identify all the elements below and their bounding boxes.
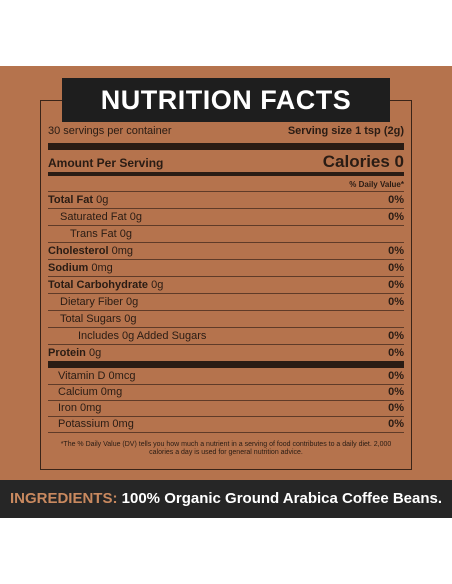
nutrient-row: Iron 0mg 0%	[48, 402, 404, 414]
nutrient-row: Includes 0g Added Sugars 0%	[48, 330, 404, 342]
divider	[48, 344, 404, 345]
divider	[48, 143, 404, 150]
divider	[48, 276, 404, 277]
nutrient-label: Includes 0g Added Sugars	[78, 330, 207, 342]
nutrient-row: Vitamin D 0mcg 0%	[48, 370, 404, 382]
divider	[48, 259, 404, 260]
divider	[48, 327, 404, 328]
nutrient-amount: 0g	[119, 228, 132, 240]
daily-value: 0%	[388, 262, 404, 274]
nutrient-amount: 0g	[129, 211, 142, 223]
label-panel: NUTRITION FACTS 30 servings per containe…	[0, 66, 452, 480]
nutrient-label: Potassium	[58, 418, 110, 430]
nutrient-label: Calcium	[58, 386, 98, 398]
nutrient-label: Sodium	[48, 262, 89, 274]
nutrient-label: Iron	[58, 402, 77, 414]
nutrient-label: Total Fat	[48, 194, 94, 206]
nutrient-label: Vitamin D	[58, 370, 106, 382]
daily-value: 0%	[388, 418, 404, 430]
nutrient-amount: 0mg	[112, 418, 134, 430]
divider	[48, 225, 404, 226]
nutrient-amount: 0g	[88, 347, 102, 359]
nutrient-row: Cholesterol 0mg 0%	[48, 245, 404, 257]
daily-value: 0%	[388, 279, 404, 291]
nutrient-row: Total Carbohydrate 0g 0%	[48, 279, 404, 291]
servings: 30 servings per container	[48, 125, 172, 137]
divider	[48, 384, 404, 385]
calorie-row: Amount Per Serving Calories 0	[48, 152, 404, 171]
nutrient-label: Trans Fat	[70, 228, 117, 240]
serving-size: Serving size 1 tsp (2g)	[287, 125, 404, 137]
nutrient-row: Potassium 0mg 0%	[48, 418, 404, 430]
daily-value: 0%	[388, 386, 404, 398]
daily-value: 0%	[388, 347, 404, 359]
daily-value: 0%	[388, 194, 404, 206]
divider	[48, 172, 404, 176]
amount-label: Amount Per Serving	[48, 156, 164, 170]
nutrient-label: Total Carbohydrate	[48, 279, 149, 291]
ingredients-text: 100% Organic Ground Arabica Coffee Beans…	[121, 490, 443, 507]
nutrient-label: Saturated Fat	[60, 211, 127, 223]
daily-value: 0%	[388, 211, 404, 223]
nutrient-amount: 0mg	[100, 386, 123, 398]
nutrient-row: Sodium 0mg 0%	[48, 262, 404, 274]
serving-row: 30 servings per container Serving size 1…	[48, 125, 404, 137]
daily-value: 0%	[388, 245, 404, 257]
divider	[48, 310, 404, 311]
dv-header: % Daily Value*	[349, 180, 404, 189]
nutrient-label: Protein	[48, 347, 86, 359]
nutrient-amount: 0g	[151, 279, 164, 291]
nutrient-amount: 0g	[96, 194, 109, 206]
footnote: *The % Daily Value (DV) tells you how mu…	[60, 441, 392, 456]
daily-value: 0%	[388, 296, 404, 308]
nutrient-row: Calcium 0mg 0%	[48, 386, 404, 398]
nutrient-row: Total Fat 0g 0%	[48, 194, 404, 206]
nutrient-row: Protein 0g 0%	[48, 347, 404, 359]
nutrient-amount: 0g	[124, 313, 137, 325]
daily-value: 0%	[388, 370, 404, 382]
divider	[48, 432, 404, 433]
nutrient-row: Dietary Fiber 0g 0%	[48, 296, 404, 308]
divider	[48, 242, 404, 243]
divider	[48, 208, 404, 209]
daily-value: 0%	[388, 402, 404, 414]
nutrient-row: Total Sugars 0g	[48, 313, 404, 325]
ingredients: INGREDIENTS: 100% Organic Ground Arabica…	[0, 480, 452, 518]
divider	[48, 400, 404, 401]
calories: Calories 0	[322, 152, 404, 171]
nutrient-amount: 0g	[126, 296, 139, 308]
nutrient-row: Trans Fat 0g	[48, 228, 404, 240]
nutrient-amount: 0mcg	[108, 370, 136, 382]
daily-value: 0%	[388, 330, 404, 342]
nutrient-label: Total Sugars	[60, 313, 122, 325]
nutrient-label: Cholesterol	[48, 245, 109, 257]
divider	[48, 361, 404, 368]
divider	[48, 191, 404, 192]
divider	[48, 293, 404, 294]
divider	[48, 416, 404, 417]
nutrient-amount: 0mg	[91, 262, 113, 274]
nutrient-label: Dietary Fiber	[60, 296, 123, 308]
nutrient-amount: 0mg	[111, 245, 133, 257]
ingredients-label: INGREDIENTS:	[9, 490, 118, 507]
nutrient-row: Saturated Fat 0g 0%	[48, 211, 404, 223]
title: NUTRITION FACTS	[62, 78, 390, 122]
nutrient-amount: 0mg	[80, 402, 102, 414]
